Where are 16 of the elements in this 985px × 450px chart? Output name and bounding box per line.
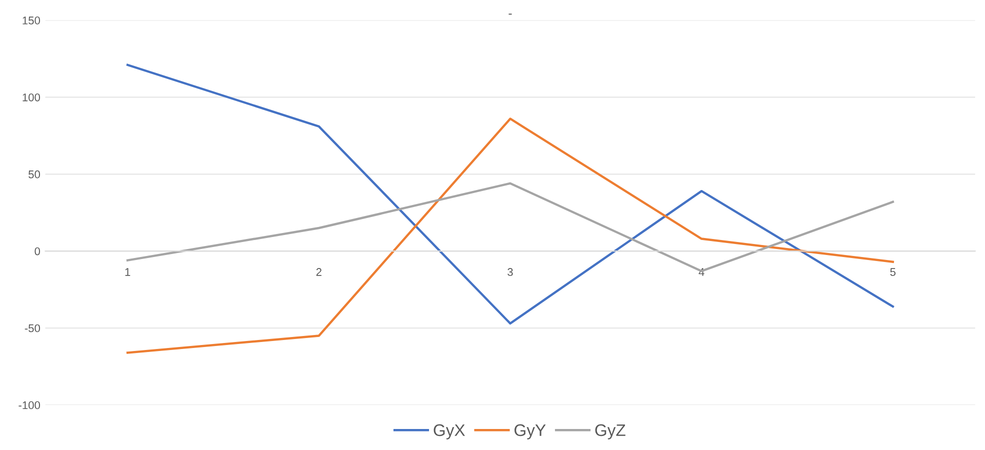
legend-label: GyZ: [595, 424, 626, 440]
legend-label: GyY: [514, 424, 546, 440]
y-tick-label: -50: [24, 324, 40, 332]
y-tick-label: 0: [34, 247, 40, 256]
y-tick-label: 50: [28, 170, 40, 178]
line-series: [126, 64, 894, 325]
chart-title: -: [508, 14, 512, 15]
x-tick-label: 2: [316, 268, 322, 276]
y-tick-label: 150: [22, 16, 40, 24]
x-tick-label: 3: [508, 268, 513, 276]
y-tick-label: -100: [18, 401, 40, 410]
line-series: [126, 118, 894, 354]
x-tick-label: 1: [125, 268, 130, 276]
y-tick-label: 100: [22, 93, 40, 102]
x-tick-label: 5: [890, 268, 896, 276]
legend-label: GyX: [434, 424, 465, 440]
